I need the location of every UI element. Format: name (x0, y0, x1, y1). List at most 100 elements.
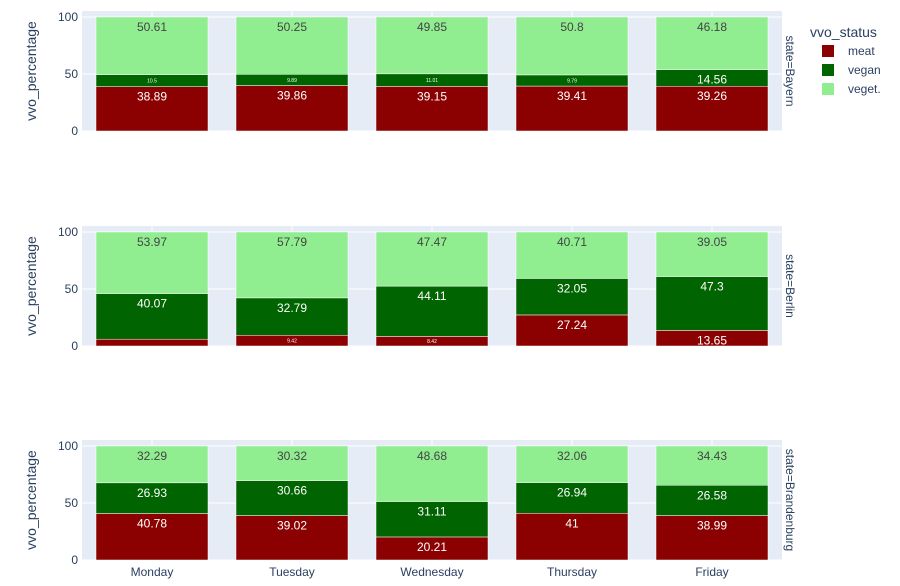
bar-veget (375, 231, 489, 287)
data-label: 26.94 (557, 486, 587, 500)
y-tick-label: 50 (65, 67, 79, 81)
data-label: 40.07 (137, 297, 167, 311)
data-label: 47.3 (700, 280, 724, 294)
data-label: 38.99 (697, 519, 727, 533)
legend: vvo_status meat vegan veget. (810, 24, 881, 96)
bar-veget (235, 445, 349, 481)
bar-veget (655, 231, 769, 277)
y-tick-label: 0 (71, 339, 78, 353)
data-label: 30.32 (277, 449, 307, 463)
data-label: 40.71 (557, 235, 587, 249)
bar-vegan (655, 485, 769, 516)
y-tick-label: 50 (65, 282, 79, 296)
data-label: 11.01 (426, 78, 438, 84)
bar-meat (95, 338, 209, 347)
data-label: 32.06 (557, 449, 587, 463)
data-label: 10.5 (147, 79, 157, 85)
legend-label: veget. (848, 82, 881, 96)
y-axis-title: vvo_percentage (23, 450, 39, 550)
legend-swatch (822, 64, 834, 76)
panel-2: 0 50 100 vvo_percentage state=Berlin 40.07 53.… (23, 225, 797, 353)
bar-meat (95, 86, 209, 132)
bar-vegan (95, 482, 209, 514)
legend-label: meat (848, 44, 875, 58)
bar-veget (235, 16, 349, 75)
data-label: 30.66 (277, 484, 307, 498)
bar-vegan (655, 276, 769, 331)
data-label: 48.68 (417, 449, 447, 463)
data-label: 50.25 (277, 20, 307, 34)
bar-veget (515, 16, 629, 76)
bar-vegan (95, 293, 209, 340)
bar-veget (655, 16, 769, 70)
data-label: 38.89 (137, 90, 167, 104)
bar-meat (235, 515, 349, 561)
bar-vegan (235, 297, 349, 336)
data-label: 32.79 (277, 301, 307, 315)
bar-veget (95, 445, 209, 484)
bar-veget (95, 231, 209, 294)
panel-1: 0 50 100 vvo_percentage state=Bayern 38.89 10.… (23, 10, 797, 138)
data-label: 32.29 (137, 449, 167, 463)
data-label: 46.18 (697, 20, 727, 34)
bar-vegan (375, 285, 489, 337)
facet-label: state=Brandenburg (783, 449, 797, 551)
data-label: 26.93 (137, 486, 167, 500)
y-tick-label: 100 (58, 225, 78, 239)
data-label: 39.26 (697, 89, 727, 103)
bar-vegan (235, 480, 349, 516)
data-label: 53.97 (137, 235, 167, 249)
x-tick-label: Monday (131, 565, 174, 579)
bar-vegan (515, 482, 629, 514)
x-tick-label: Thursday (547, 565, 597, 579)
x-tick-label: Tuesday (269, 565, 315, 579)
data-label: 57.79 (277, 235, 307, 249)
y-tick-label: 100 (58, 10, 78, 24)
data-label: 14.56 (697, 73, 727, 87)
bar-veget (375, 16, 489, 75)
y-tick-label: 0 (71, 553, 78, 567)
data-label: 27.24 (557, 318, 587, 332)
data-label: 34.43 (697, 449, 727, 463)
bar-veget (655, 445, 769, 486)
data-label: 40.78 (137, 517, 167, 531)
data-label: 47.47 (417, 235, 447, 249)
bar-vegan (515, 278, 629, 316)
data-label: 26.58 (697, 488, 727, 502)
bar-meat (235, 85, 349, 132)
bar-meat (515, 85, 629, 132)
bar-veget (235, 231, 349, 299)
facet-label: state=Bayern (783, 35, 797, 106)
legend-swatch (822, 83, 834, 95)
data-label: 9.79 (567, 78, 577, 84)
data-label: 39.15 (417, 89, 447, 103)
data-label: 20.21 (417, 540, 447, 554)
data-label: 39.05 (697, 235, 727, 249)
data-label: 44.11 (417, 289, 446, 303)
data-label: 32.05 (557, 281, 587, 295)
panel-3: 0 50 100 vvo_percentage state=Brandenburg 40.… (23, 439, 797, 567)
bar-meat (95, 513, 209, 561)
legend-item-meat[interactable]: meat (822, 44, 875, 58)
legend-item-vegan[interactable]: vegan (822, 63, 881, 77)
legend-item-veget[interactable]: veget. (822, 82, 881, 96)
x-tick-label: Wednesday (400, 565, 463, 579)
data-label: 50.8 (560, 20, 584, 34)
bar-veget (515, 231, 629, 279)
x-tick-label: Friday (695, 565, 728, 579)
x-axis: Monday Tuesday Wednesday Thursday Friday (131, 565, 729, 579)
legend-swatch (822, 45, 834, 57)
data-label: 49.85 (417, 20, 447, 34)
data-label: 41 (565, 516, 579, 530)
data-label: 31.11 (417, 504, 446, 518)
data-label: 39.02 (277, 519, 307, 533)
bar-veget (95, 16, 209, 75)
y-axis-title: vvo_percentage (23, 236, 39, 336)
bar-meat (655, 85, 769, 132)
data-label: 39.86 (277, 89, 307, 103)
legend-label: vegan (848, 63, 881, 77)
legend-title: vvo_status (810, 24, 877, 40)
y-tick-label: 50 (65, 496, 79, 510)
data-label: 9.42 (287, 339, 297, 345)
